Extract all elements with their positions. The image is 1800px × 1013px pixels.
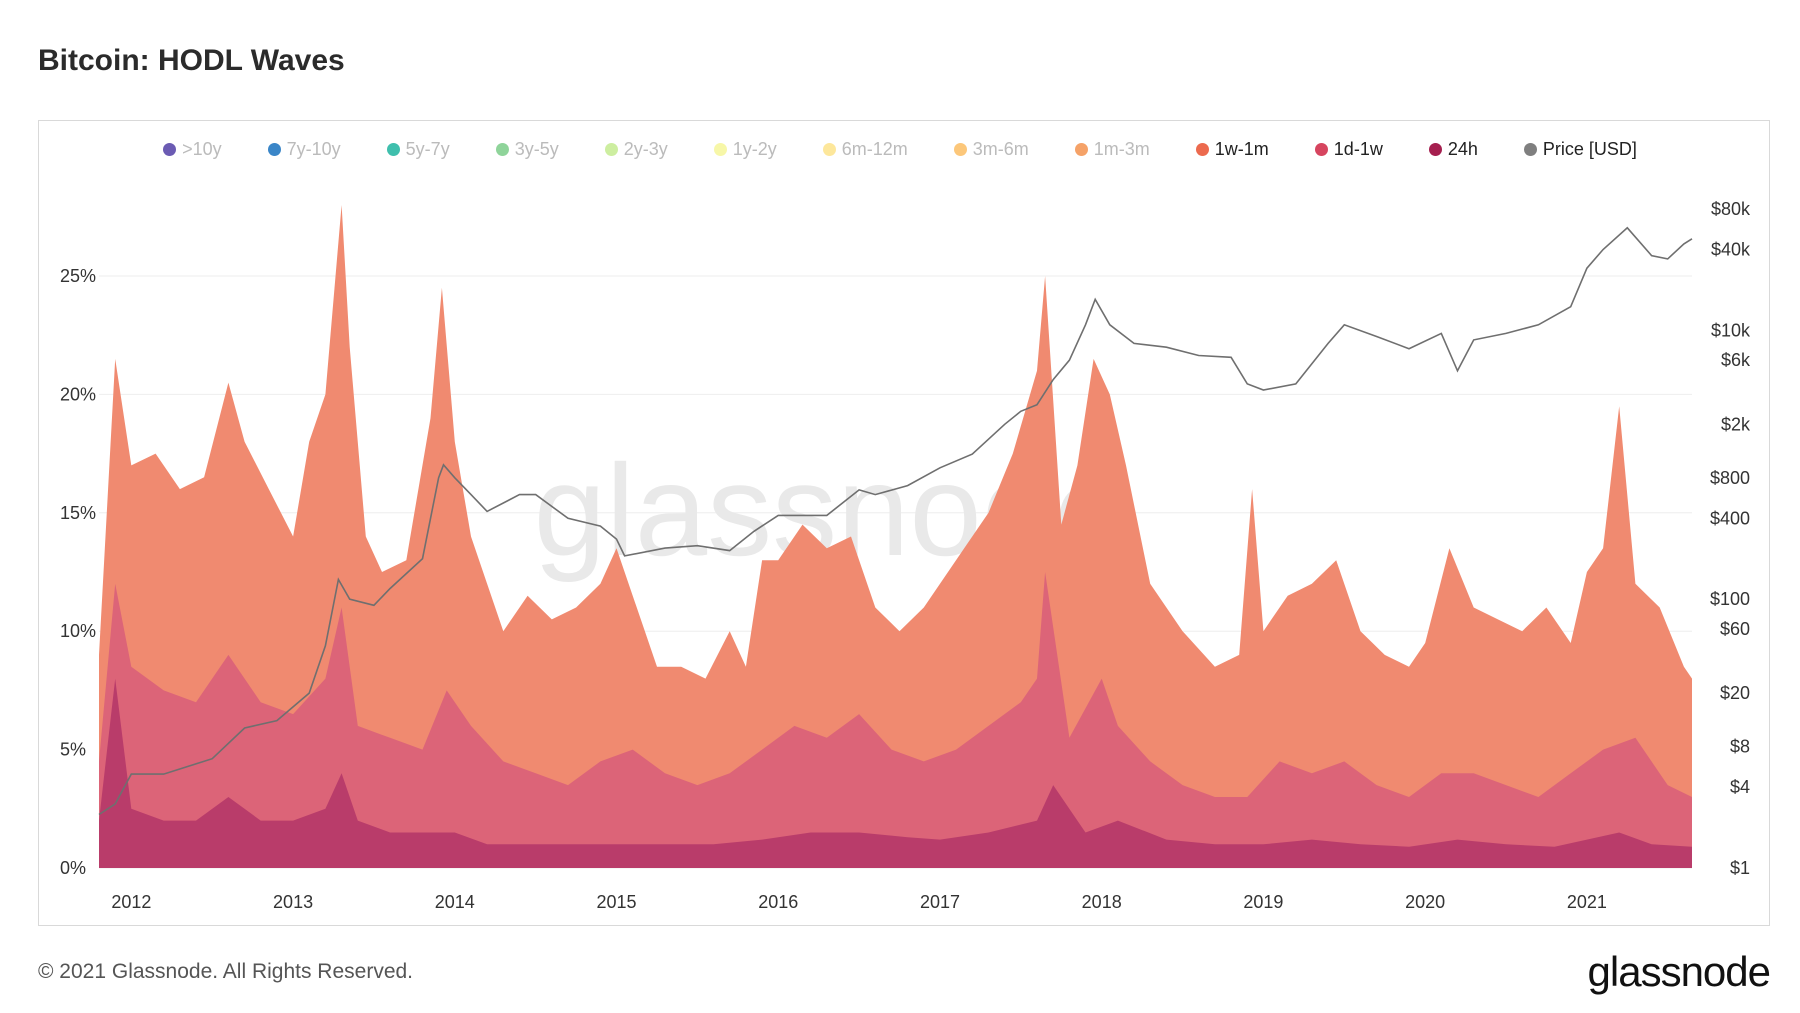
- legend-item-24h[interactable]: 24h: [1428, 137, 1478, 161]
- legend-dot: [713, 142, 727, 156]
- price-line-group: [98, 226, 1693, 816]
- y-left-tick-label: 10%: [60, 621, 96, 641]
- legend-item-1m-3m[interactable]: 1m-3m: [1074, 137, 1150, 161]
- legend-label: 3y-5y: [514, 138, 559, 159]
- legend-label: 2y-3y: [623, 138, 668, 159]
- y-right-tick-label: $1: [1730, 858, 1750, 878]
- x-tick-label: 2016: [758, 892, 798, 912]
- y-right-tick-label: $10k: [1711, 320, 1751, 340]
- y-right-axis-ticks: $1 $4 $8 $20 $60 $100 $400 $800 $2k $6k $10k $40k $8…: [1710, 199, 1751, 878]
- chart-legend: >10y 7y-10y 5y-7y 3y-5y 2y-3y 1y-2y 6m-12m 3m-6…: [0, 137, 1800, 161]
- area-series: [99, 205, 1692, 868]
- legend-item--10y[interactable]: >10y: [163, 137, 222, 161]
- y-left-tick-label: 20%: [60, 384, 96, 404]
- y-right-tick-label: $4: [1730, 777, 1750, 797]
- glassnode-logo[interactable]: glassnode: [1587, 948, 1771, 995]
- legend-item-1w-1m[interactable]: 1w-1m: [1195, 137, 1269, 161]
- x-tick-label: 2015: [596, 892, 636, 912]
- x-tick-label: 2019: [1243, 892, 1283, 912]
- area-24h: [99, 678, 1692, 868]
- legend-item-price-usd-[interactable]: Price [USD]: [1523, 137, 1637, 161]
- x-tick-label: 2014: [435, 892, 475, 912]
- y-right-tick-label: $20: [1720, 683, 1750, 703]
- chart-title: Bitcoin: HODL Waves: [38, 44, 345, 77]
- x-tick-label: 2020: [1405, 892, 1445, 912]
- x-tick-label: 2018: [1082, 892, 1122, 912]
- y-right-tick-label: $400: [1710, 508, 1750, 528]
- legend-label: 6m-12m: [841, 138, 908, 159]
- y-left-tick-label: 25%: [60, 266, 96, 286]
- legend-label: Price [USD]: [1542, 138, 1637, 159]
- legend-dot: [163, 142, 177, 156]
- legend-item-3y-5y[interactable]: 3y-5y: [495, 137, 559, 161]
- legend-item-2y-3y[interactable]: 2y-3y: [604, 137, 668, 161]
- copyright-footer: © 2021 Glassnode. All Rights Reserved.: [38, 960, 414, 983]
- x-tick-label: 2017: [920, 892, 960, 912]
- legend-label: 7y-10y: [286, 138, 341, 159]
- y-right-tick-label: $80k: [1711, 199, 1751, 219]
- legend-item-6m-12m[interactable]: 6m-12m: [822, 137, 908, 161]
- legend-dot: [1195, 142, 1209, 156]
- legend-label: 1w-1m: [1214, 138, 1269, 159]
- chart-panel: [38, 120, 1770, 926]
- legend-item-7y-10y[interactable]: 7y-10y: [267, 137, 341, 161]
- y-right-tick-label: $6k: [1721, 350, 1751, 370]
- legend-dot: [1428, 142, 1442, 156]
- legend-label: 1d-1w: [1333, 138, 1383, 159]
- legend-dot: [1314, 142, 1328, 156]
- legend-label: 1y-2y: [732, 138, 777, 159]
- y-left-tick-label: 15%: [60, 503, 96, 523]
- legend-item-1y-2y[interactable]: 1y-2y: [713, 137, 777, 161]
- legend-label: 24h: [1447, 138, 1478, 159]
- x-tick-label: 2013: [273, 892, 313, 912]
- y-right-tick-label: $2k: [1721, 414, 1751, 434]
- legend-label: >10y: [182, 138, 222, 159]
- x-axis-ticks: 2012 2013 2014 2015 2016 2017 2018 2019 2020 2021: [111, 892, 1607, 912]
- legend-item-5y-7y[interactable]: 5y-7y: [386, 137, 450, 161]
- y-right-tick-label: $40k: [1711, 239, 1751, 259]
- x-tick-label: 2021: [1567, 892, 1607, 912]
- y-left-tick-label: 0%: [60, 858, 86, 878]
- legend-label: 3m-6m: [972, 138, 1029, 159]
- legend-dot: [1074, 142, 1088, 156]
- y-right-tick-label: $800: [1710, 468, 1750, 488]
- legend-dot: [604, 142, 618, 156]
- y-left-tick-label: 5%: [60, 740, 86, 760]
- y-left-axis-ticks: 0% 5% 10% 15% 20% 25%: [60, 266, 96, 878]
- y-right-tick-label: $60: [1720, 619, 1750, 639]
- legend-dot: [267, 142, 281, 156]
- legend-item-3m-6m[interactable]: 3m-6m: [953, 137, 1029, 161]
- legend-dot: [495, 142, 509, 156]
- legend-dot: [386, 142, 400, 156]
- legend-dot: [822, 142, 836, 156]
- area-1d-1w: [99, 572, 1692, 868]
- legend-dot: [1523, 142, 1537, 156]
- legend-item-1d-1w[interactable]: 1d-1w: [1314, 137, 1383, 161]
- legend-label: 1m-3m: [1093, 138, 1150, 159]
- y-right-tick-label: $8: [1730, 737, 1750, 757]
- legend-label: 5y-7y: [405, 138, 450, 159]
- legend-dot: [953, 142, 967, 156]
- x-tick-label: 2012: [111, 892, 151, 912]
- y-right-tick-label: $100: [1710, 589, 1750, 609]
- price-line: [98, 226, 1693, 816]
- area-1w-1m: [99, 205, 1692, 868]
